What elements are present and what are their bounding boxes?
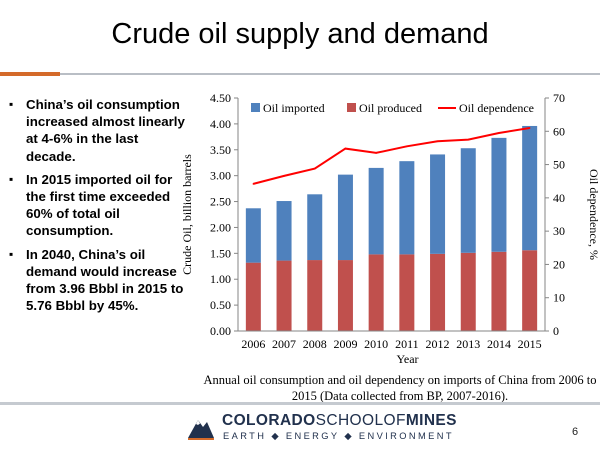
bullet-list: China’s oil consumption increased almost… [8,96,190,320]
y-axis-title: Crude Oil, billion barrels [180,154,194,275]
imported-bar [307,194,323,261]
legend-label: Oil imported [263,101,325,115]
y2-tick-label: 10 [553,291,565,305]
y-tick-label: 3.50 [210,143,231,157]
produced-bar [491,251,507,331]
y-tick-label: 1.50 [210,246,231,260]
dependence-point [406,145,408,148]
logo-word-2: SCHOOLOF [315,412,406,429]
imported-bar [368,167,384,255]
x-tick-label: 2007 [272,337,296,351]
y2-tick-label: 40 [553,191,565,205]
x-tick-label: 2015 [518,337,542,351]
y2-axis-title: Oil dependence, % [587,169,600,260]
produced-bar [430,253,446,331]
y-tick-label: 4.50 [210,91,231,105]
imported-bar [491,137,507,252]
slide-title: Crude oil supply and demand [111,18,489,50]
legend-label: Oil produced [359,101,422,115]
y2-tick-label: 20 [553,257,565,271]
page-number: 6 [572,426,579,438]
imported-bar [522,125,538,251]
y2-tick-label: 60 [553,124,565,138]
legend-swatch [347,103,356,112]
y-tick-label: 2.00 [210,220,231,234]
dependence-point [498,132,500,134]
produced-bar [337,260,353,331]
y2-tick-label: 30 [553,224,565,238]
imported-bar [399,161,415,255]
produced-bar [245,262,261,331]
x-axis-title: Year [396,352,418,366]
produced-bar [276,260,292,331]
x-tick-label: 2014 [487,337,511,351]
logo-wordmark: COLORADOSCHOOLOFMINES [222,412,457,430]
dependence-point [467,138,470,141]
x-tick-label: 2008 [303,337,327,351]
dependence-point [375,152,377,154]
title-accent-rule [0,72,60,76]
produced-bar [399,254,415,331]
bullet-item: China’s oil consumption increased almost… [8,96,190,165]
y2-tick-label: 50 [553,158,565,172]
x-tick-label: 2012 [426,337,450,351]
title-divider [60,73,600,75]
footer-divider [0,402,600,405]
oil-chart: 0.00 0.50 1.00 1.50 2.00 2.50 3.00 3.50 4.00 4.50… [180,91,600,366]
x-tick-label: 2006 [241,337,265,351]
imported-bar [430,154,446,254]
produced-bar [368,254,384,331]
dependence-point [436,140,439,143]
produced-bar [460,252,476,331]
school-logo: COLORADOSCHOOLOFMINES EARTH ◆ ENERGY ◆ E… [186,410,486,446]
imported-bar [276,201,292,261]
legend-label: Oil dependence [459,101,534,115]
produced-bar [307,260,323,331]
y-tick-label: 2.50 [210,195,231,209]
bullet-item: In 2040, China’s oil demand would increa… [8,246,190,315]
y-tick-label: 1.00 [210,272,231,286]
dependence-point [528,127,531,129]
y-tick-label: 4.00 [210,117,231,131]
y-tick-label: 0.00 [210,324,231,338]
x-tick-label: 2009 [333,337,357,351]
x-tick-label: 2013 [456,337,480,351]
logo-word-3: MINES [405,412,457,429]
y2-tick-label: 0 [553,324,559,338]
legend-swatch [251,103,260,112]
y-tick-label: 0.50 [210,298,231,312]
dependence-point [344,147,347,150]
dependence-point [283,175,285,177]
logo-word-1: COLORADO [222,412,316,429]
y2-tick-label: 70 [553,91,565,105]
produced-bar [522,250,538,331]
dependence-point [313,167,316,170]
chart-caption: Annual oil consumption and oil dependenc… [203,373,597,403]
imported-bar [245,208,261,263]
bullet-item: In 2015 imported oil for the first time … [8,171,190,240]
imported-bar [460,148,476,253]
x-tick-label: 2010 [364,337,388,351]
x-tick-label: 2011 [395,337,419,351]
dependence-point [252,183,255,185]
logo-tagline: EARTH ◆ ENERGY ◆ ENVIRONMENT [223,431,454,441]
mountain-logo-icon [188,420,214,440]
imported-bar [337,174,353,261]
y-tick-label: 3.00 [210,169,231,183]
dependence-line [253,127,530,185]
